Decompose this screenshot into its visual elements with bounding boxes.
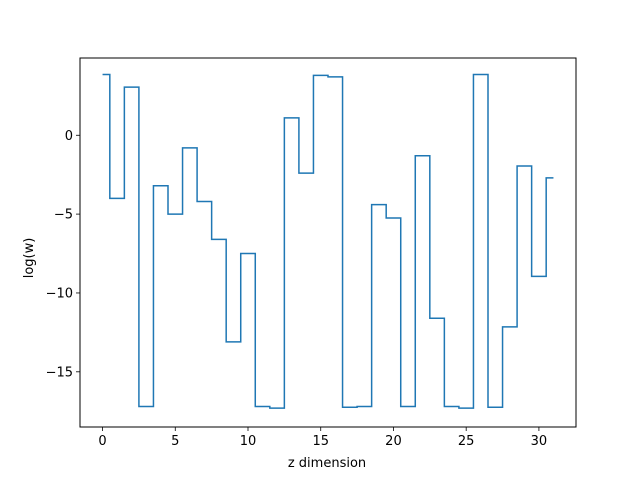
y-axis-ticks: 0 −5 −10 −15: [46, 129, 80, 380]
axes-frame: [79, 57, 577, 428]
x-tick-label: 0: [98, 434, 106, 449]
x-tick-label: 20: [385, 434, 402, 449]
x-tick-label: 15: [312, 434, 329, 449]
x-tick-label: 30: [531, 434, 548, 449]
y-axis-label: log(w): [22, 238, 37, 279]
y-tick-label: −10: [46, 286, 73, 301]
y-tick-label: −15: [46, 365, 73, 380]
plot-area: [79, 57, 577, 428]
x-axis-label: z dimension: [288, 456, 366, 471]
x-tick-label: 25: [458, 434, 475, 449]
x-axis-ticks: 0 5 10 15 20 25 30: [98, 427, 547, 449]
y-tick-label: −5: [54, 208, 73, 223]
y-tick-label: 0: [65, 129, 73, 144]
x-tick-label: 10: [240, 434, 257, 449]
x-tick-label: 5: [171, 434, 179, 449]
series-line-0: [102, 73, 554, 409]
